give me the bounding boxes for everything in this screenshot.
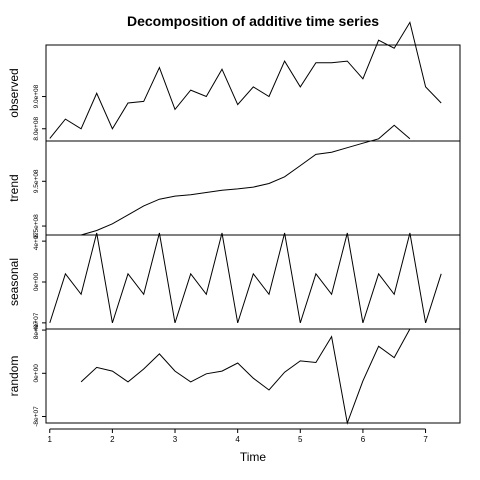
panel-random: random -8e+07 0e+00 8e+07: [7, 321, 461, 427]
x-tick-label: 4: [235, 435, 240, 444]
panel-random-ytick-label: 0e+00: [33, 364, 40, 383]
panel-observed-ytick-label: 9.0e+08: [33, 84, 40, 108]
panel-observed: observed 8.0e+08 9.0e+08: [7, 21, 461, 142]
x-tick-label: 7: [423, 435, 428, 444]
series-line-observed: [49, 21, 442, 139]
panel-observed-ytick-label: 8.0e+08: [33, 117, 40, 141]
series-line-trend: [80, 124, 411, 236]
x-axis-label: Time: [240, 450, 267, 464]
x-tick-label: 5: [298, 435, 303, 444]
panels: observed 8.0e+08 9.0e+08 trend 8.5e+08 9.5e+0…: [7, 21, 461, 427]
series-line-random: [80, 328, 411, 425]
panel-trend-label: trend: [7, 174, 21, 201]
panel-seasonal-ytick-label: -4e+07: [33, 312, 40, 333]
x-tick-label: 3: [173, 435, 178, 444]
panel-trend: trend 8.5e+08 9.5e+08: [7, 124, 461, 238]
panel-seasonal-ytick-label: 4e+07: [33, 232, 40, 251]
panel-frame: [45, 44, 461, 142]
chart-title: Decomposition of additive time series: [127, 13, 379, 29]
panel-random-ytick-label: 8e+07: [33, 321, 40, 340]
panel-trend-ytick-label: 8.5e+08: [33, 214, 40, 238]
panel-frame: [45, 328, 461, 424]
x-tick-label: 1: [48, 435, 53, 444]
panel-trend-ytick-label: 9.5e+08: [33, 169, 40, 193]
x-axis: 1 2 3 4 5 6 7: [48, 428, 428, 444]
panel-seasonal-ytick-label: 0e+00: [33, 272, 40, 291]
panel-seasonal: seasonal -4e+07 0e+00 4e+07: [7, 232, 461, 333]
panel-frame: [45, 140, 461, 236]
panel-frame: [45, 234, 461, 330]
x-tick-label: 6: [361, 435, 366, 444]
panel-random-label: random: [7, 356, 21, 397]
panel-observed-label: observed: [7, 68, 21, 117]
panel-random-ytick-label: -8e+07: [33, 406, 40, 427]
panel-seasonal-label: seasonal: [7, 258, 21, 306]
series-line-seasonal: [49, 232, 442, 324]
x-tick-label: 2: [110, 435, 115, 444]
